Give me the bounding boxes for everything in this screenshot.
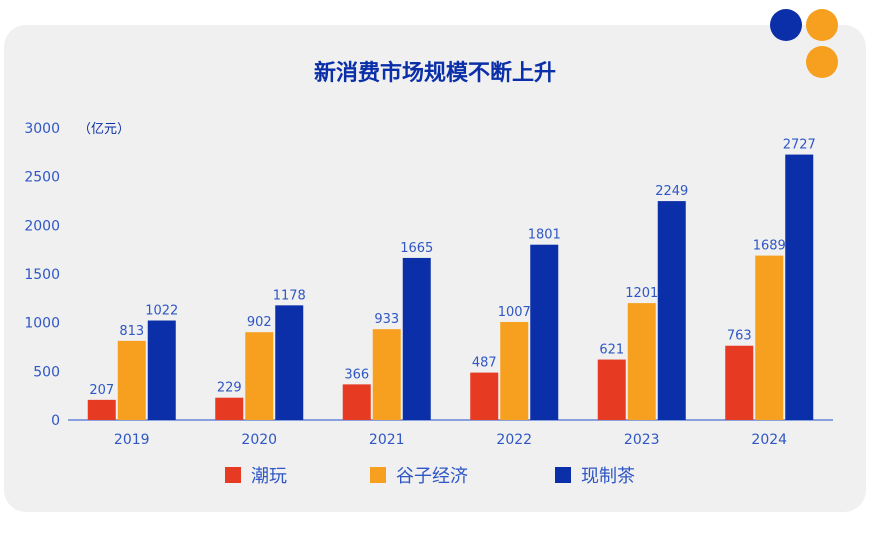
x-tick-label: 2023 bbox=[624, 432, 660, 448]
bar bbox=[627, 303, 656, 420]
bar-value-label: 621 bbox=[599, 343, 624, 358]
bar bbox=[470, 372, 499, 420]
x-tick-label: 2019 bbox=[114, 432, 150, 448]
y-tick-label: 500 bbox=[33, 364, 60, 380]
bar bbox=[530, 244, 559, 420]
bar-value-label: 1689 bbox=[753, 239, 786, 254]
bar bbox=[500, 321, 529, 420]
bar-value-label: 1665 bbox=[400, 241, 433, 256]
y-tick-label: 0 bbox=[51, 413, 60, 429]
x-tick-label: 2024 bbox=[751, 432, 787, 448]
y-tick-label: 1500 bbox=[24, 267, 60, 283]
legend-swatch-xianzhicha bbox=[555, 467, 571, 483]
legend: 潮玩 谷子经济 现制茶 bbox=[0, 462, 870, 492]
bar-value-label: 487 bbox=[472, 356, 497, 371]
legend-swatch-guzi bbox=[370, 467, 386, 483]
bar-value-label: 1178 bbox=[273, 288, 306, 303]
decor-dot-orange bbox=[806, 9, 838, 41]
bar bbox=[215, 397, 244, 420]
bar bbox=[755, 255, 784, 420]
y-tick-label: 2500 bbox=[24, 170, 60, 186]
bar bbox=[147, 320, 176, 420]
legend-swatch-chaowan bbox=[225, 467, 241, 483]
bar bbox=[245, 332, 274, 420]
legend-label-chaowan: 潮玩 bbox=[251, 466, 287, 487]
y-axis-unit-label: （亿元） bbox=[78, 122, 131, 137]
decor-dot-blue bbox=[770, 9, 802, 41]
bar-value-label: 1801 bbox=[528, 228, 561, 243]
x-tick-label: 2022 bbox=[496, 432, 532, 448]
bar bbox=[275, 305, 304, 420]
bar-value-label: 207 bbox=[89, 383, 114, 398]
bar-value-label: 813 bbox=[119, 324, 144, 339]
legend-item-guzi: 谷子经济 bbox=[370, 462, 468, 488]
bar-value-label: 1201 bbox=[625, 286, 658, 301]
bar-value-label: 366 bbox=[344, 367, 369, 382]
bar-value-label: 933 bbox=[374, 312, 399, 327]
bar bbox=[372, 329, 401, 420]
bar bbox=[342, 384, 371, 420]
bar bbox=[597, 359, 626, 420]
chart-title: 新消费市场规模不断上升 bbox=[313, 61, 556, 86]
bar-value-label: 2727 bbox=[783, 138, 816, 153]
legend-item-chaowan: 潮玩 bbox=[225, 462, 287, 488]
bar-value-label: 229 bbox=[217, 381, 242, 396]
y-tick-label: 2000 bbox=[24, 218, 60, 234]
bar bbox=[785, 154, 814, 420]
bar bbox=[87, 399, 116, 420]
bar-value-label: 763 bbox=[727, 329, 752, 344]
bar-value-label: 1007 bbox=[498, 305, 531, 320]
bar bbox=[117, 340, 146, 420]
bar bbox=[402, 257, 431, 420]
legend-item-xianzhicha: 现制茶 bbox=[555, 462, 635, 488]
decor-dot-orange-lower bbox=[806, 46, 838, 78]
bar-value-label: 2249 bbox=[655, 184, 688, 199]
chart-card bbox=[4, 25, 866, 512]
legend-label-guzi: 谷子经济 bbox=[396, 466, 468, 487]
x-tick-label: 2021 bbox=[369, 432, 405, 448]
bar bbox=[725, 345, 754, 420]
bar-value-label: 1022 bbox=[145, 304, 178, 319]
bar-value-label: 902 bbox=[247, 315, 272, 330]
y-tick-label: 3000 bbox=[24, 121, 60, 137]
x-tick-label: 2020 bbox=[241, 432, 277, 448]
legend-label-xianzhicha: 现制茶 bbox=[581, 466, 635, 487]
bar bbox=[657, 201, 686, 420]
y-tick-label: 1000 bbox=[24, 316, 60, 332]
